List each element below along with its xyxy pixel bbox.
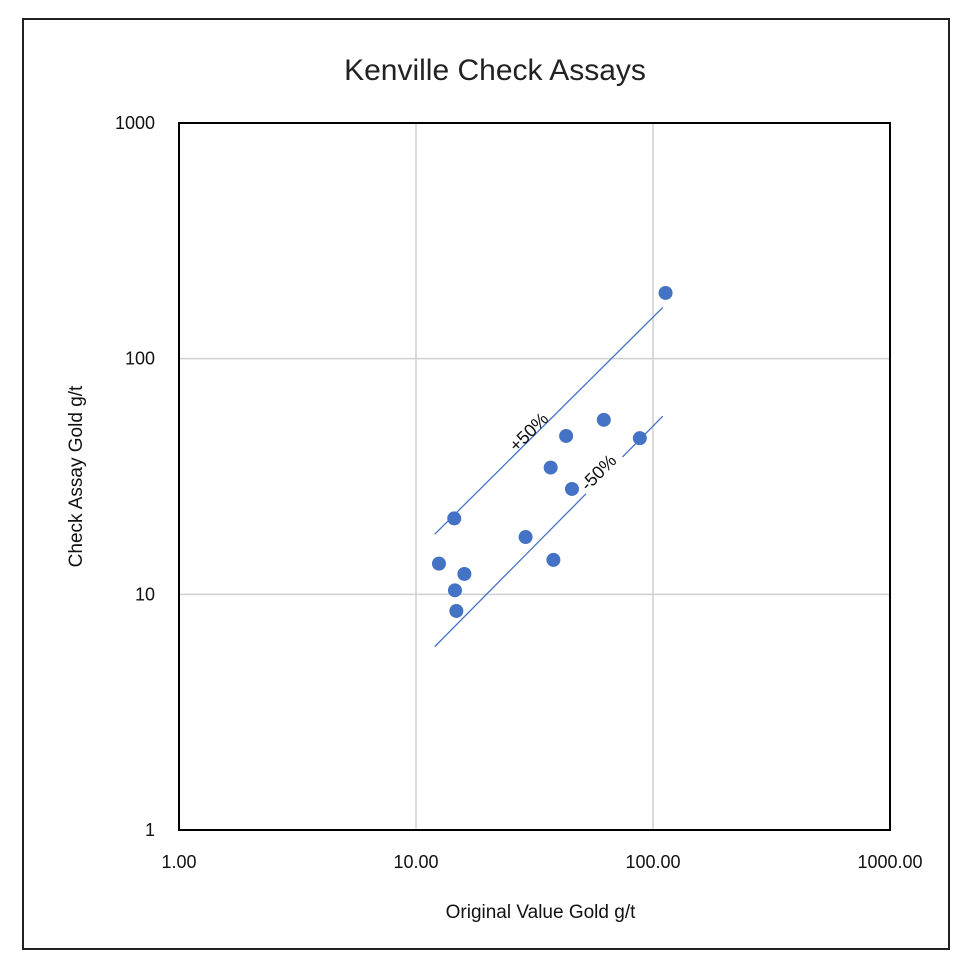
data-point (546, 552, 561, 567)
y-tick-label: 100 (125, 349, 155, 369)
reference-line-label: +50% (505, 409, 552, 456)
data-point (559, 428, 574, 443)
data-point (632, 431, 647, 446)
y-tick-label: 10 (135, 584, 155, 604)
data-point (431, 556, 446, 571)
data-point (447, 583, 462, 598)
scatter-chart: Kenville Check Assays +50%-50% 1.00 10.00… (66, 54, 923, 923)
chart-title: Kenville Check Assays (344, 54, 646, 87)
data-point (449, 603, 464, 618)
data-point (658, 285, 673, 300)
x-tick-label: 100.00 (625, 852, 680, 872)
data-point (518, 530, 533, 545)
y-tick-label: 1000 (115, 113, 155, 133)
y-tick-label: 1 (145, 820, 155, 840)
data-point (596, 412, 611, 427)
y-axis-title: Check Assay Gold g/t (66, 385, 87, 567)
data-point (447, 511, 462, 526)
x-tick-label: 10.00 (393, 852, 438, 872)
data-point (543, 460, 558, 475)
x-tick-label: 1000.00 (857, 852, 922, 872)
data-points (431, 285, 673, 618)
x-axis-title: Original Value Gold g/t (446, 902, 636, 923)
chart-frame: Kenville Check Assays +50% -50% 1.00 10.00… (22, 18, 950, 950)
plot-area-border (178, 122, 891, 831)
reference-line (434, 415, 664, 648)
reference-line (434, 306, 664, 535)
grid-lines (179, 123, 890, 830)
data-point (457, 566, 472, 581)
reference-label-background (574, 445, 629, 500)
data-point (564, 481, 579, 496)
tick-labels: 1.00 10.00 100.00 1000.00 1 10 100 1000 (115, 113, 923, 872)
x-tick-label: 1.00 (161, 852, 196, 872)
